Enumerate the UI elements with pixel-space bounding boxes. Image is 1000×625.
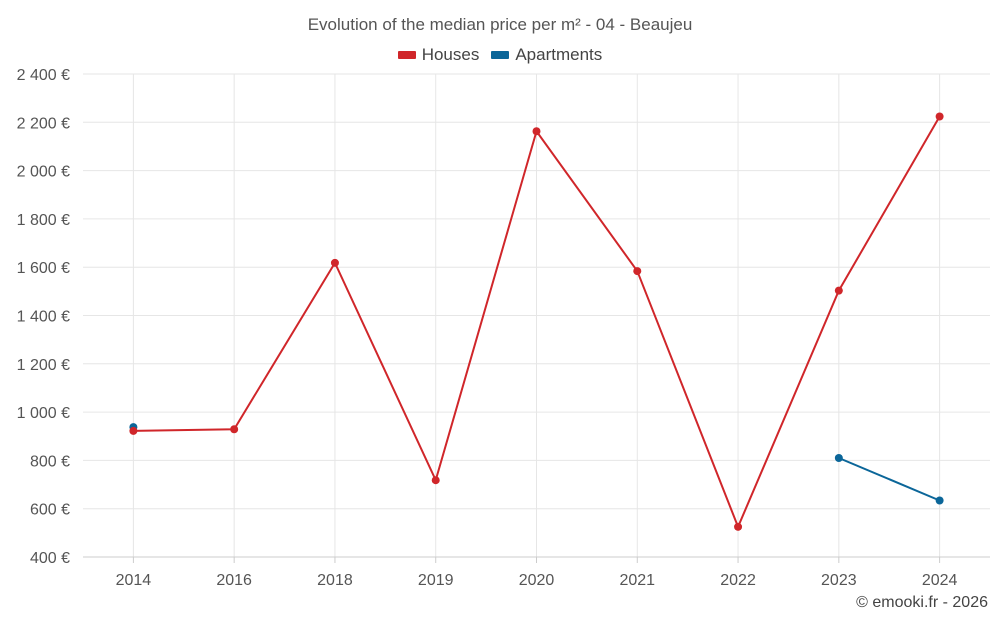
credit-text: © emooki.fr - 2026 xyxy=(856,594,988,611)
data-point-houses xyxy=(532,127,541,136)
legend-item-houses[interactable]: Houses xyxy=(397,45,480,65)
series-line-apartments xyxy=(838,457,940,502)
y-tick-label: 2 200 € xyxy=(17,115,70,132)
x-tick-label: 2024 xyxy=(922,572,958,589)
y-tick-label: 2 000 € xyxy=(17,164,70,181)
y-tick-label: 800 € xyxy=(30,453,70,470)
y-tick-label: 2 400 € xyxy=(17,67,70,84)
x-tick-label: 2019 xyxy=(418,572,454,589)
data-point-houses xyxy=(633,267,642,276)
legend-item-apartments[interactable]: Apartments xyxy=(491,45,602,65)
x-tick-label: 2016 xyxy=(216,572,252,589)
data-point-houses xyxy=(230,425,239,434)
x-tick-label: 2021 xyxy=(619,572,655,589)
data-point-apartments xyxy=(834,453,843,462)
x-tick-label: 2022 xyxy=(720,572,756,589)
y-tick-label: 1 800 € xyxy=(17,212,70,229)
data-point-apartments xyxy=(935,496,944,505)
data-point-houses xyxy=(330,258,339,267)
data-point-houses xyxy=(935,112,944,121)
y-tick-label: 400 € xyxy=(30,550,70,567)
data-point-houses xyxy=(431,476,440,485)
legend-swatch-apartments xyxy=(491,51,510,59)
data-point-houses xyxy=(734,522,743,531)
y-tick-label: 1 000 € xyxy=(17,405,70,422)
y-tick-label: 1 400 € xyxy=(17,309,70,326)
chart-legend: Houses Apartments xyxy=(0,45,1000,65)
legend-swatch-houses xyxy=(397,51,416,59)
x-tick-label: 2023 xyxy=(821,572,857,589)
data-point-houses xyxy=(834,286,843,295)
y-tick-label: 1 200 € xyxy=(17,357,70,374)
x-tick-label: 2020 xyxy=(519,572,555,589)
legend-label-apartments: Apartments xyxy=(515,45,603,64)
y-tick-label: 600 € xyxy=(30,502,70,519)
data-point-houses xyxy=(129,426,138,435)
y-tick-label: 1 600 € xyxy=(17,260,70,277)
x-tick-label: 2018 xyxy=(317,572,353,589)
x-tick-label: 2014 xyxy=(116,572,152,589)
chart-title: Evolution of the median price per m² - 0… xyxy=(307,15,693,34)
legend-label-houses: Houses xyxy=(421,45,480,64)
